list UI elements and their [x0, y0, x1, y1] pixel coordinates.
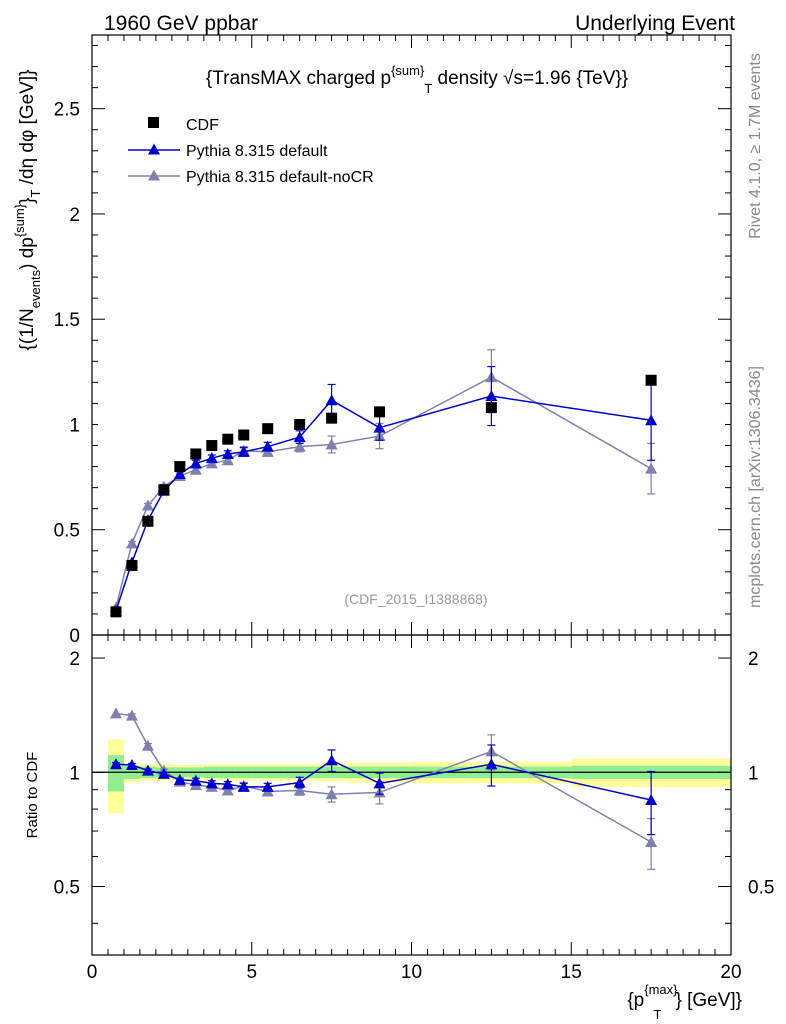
ratio-nocr-point: [293, 784, 306, 796]
main-nocr-point: [141, 499, 154, 511]
ratio-default-point: [221, 778, 234, 790]
ratio-default-point: [645, 794, 658, 806]
main-default-point: [645, 414, 658, 426]
ratio-default-point: [261, 780, 274, 792]
ratio-default-point: [173, 773, 186, 785]
legend: CDF Pythia 8.315 default Pythia 8.315 de…: [128, 117, 374, 186]
ratio-default-point: [373, 777, 386, 789]
ratio-nocr-point: [141, 739, 154, 751]
ratio-nocr-point: [325, 788, 338, 800]
rivet-version-label: Rivet 4.1.0, ≥ 1.7M events: [747, 53, 764, 239]
legend-marker-nocr: [148, 169, 160, 181]
ratio-default-point: [109, 758, 122, 770]
x-tick-label: 20: [720, 962, 741, 983]
ratio-frame: [91, 634, 732, 956]
ratio-default-point: [189, 774, 202, 786]
ratio-default-point: [157, 767, 170, 779]
ratio-panel: 0 5 10 15 20 0.5 0.5 1 1 2 2: [54, 634, 774, 983]
ratio-nocr-point: [125, 709, 138, 721]
cdf-point: [174, 461, 186, 473]
legend-label-default: Pythia 8.315 default: [186, 143, 328, 160]
main-nocr-point: [221, 454, 234, 466]
ratio-y-tick-label-right: 2: [748, 649, 759, 670]
ratio-default-point: [485, 758, 498, 770]
main-default-point: [189, 457, 202, 469]
analysis-id-watermark: (CDF_2015_I1388868): [344, 591, 487, 607]
header-process-label: Underlying Event: [575, 12, 735, 35]
y-tick-label: 2: [69, 205, 80, 226]
x-tick-label: 10: [401, 962, 422, 983]
cdf-point: [374, 406, 386, 418]
cdf-point: [110, 606, 122, 618]
cdf-point: [294, 418, 306, 430]
cdf-point: [262, 423, 274, 435]
main-default-point: [485, 390, 498, 402]
y-tick-label-zero: 0: [69, 626, 80, 647]
y-tick-label: 0.5: [54, 521, 80, 542]
ratio-default-point: [141, 764, 154, 776]
legend-marker-default: [148, 143, 160, 155]
ratio-default-point: [293, 776, 306, 788]
cdf-point: [485, 402, 497, 414]
ratio-y-tick-label: 2: [69, 649, 80, 670]
x-tick-label: 15: [561, 962, 582, 983]
ratio-nocr-point: [645, 836, 658, 848]
main-default-point: [221, 447, 234, 459]
cdf-point: [158, 484, 170, 496]
ratio-nocr-point: [221, 784, 234, 796]
cdf-point: [645, 374, 657, 386]
cdf-point: [126, 560, 138, 572]
ratio-y-tick-label-right: 0.5: [748, 878, 774, 899]
ratio-data-marks: [109, 707, 658, 870]
cdf-point: [206, 440, 218, 452]
ratio-y-axis-label: Ratio to CDF: [24, 752, 41, 839]
y-tick-label: 2.5: [54, 100, 80, 121]
main-default-point: [173, 467, 186, 479]
ratio-y-tick-label-right: 1: [748, 763, 759, 784]
main-default-line: [115, 395, 652, 612]
main-default-point: [205, 452, 218, 464]
main-data-marks: [109, 349, 658, 618]
ratio-default-point: [237, 780, 250, 792]
main-default-point: [325, 394, 338, 406]
ratio-default-point: [205, 777, 218, 789]
main-nocr-point: [189, 463, 202, 475]
cdf-point: [222, 433, 234, 445]
main-nocr-point: [645, 462, 658, 474]
y-tick-label: 1: [69, 415, 80, 436]
ratio-nocr-point: [109, 707, 122, 719]
y-tick-label: 1.5: [54, 310, 80, 331]
main-default-point: [373, 421, 386, 433]
cdf-point: [238, 429, 250, 441]
cdf-point: [326, 412, 338, 424]
legend-marker-cdf: [148, 117, 159, 128]
main-nocr-point: [125, 537, 138, 549]
x-tick-label: 5: [246, 962, 257, 983]
main-y-axis-label: {(1/Nevents) dp{sum}}T /dη dφ [GeV]}: [12, 70, 43, 351]
mcplots-label: mcplots.cern.ch [arXiv:1306.3436]: [747, 366, 764, 608]
main-default-point: [261, 440, 274, 452]
ratio-default-point: [325, 754, 338, 766]
main-default-point: [237, 445, 250, 457]
main-nocr-point: [293, 440, 306, 452]
cdf-point: [142, 515, 154, 527]
cdf-point: [190, 448, 202, 460]
legend-label-cdf: CDF: [186, 117, 219, 134]
main-default-point: [293, 431, 306, 443]
legend-label-nocr: Pythia 8.315 default-noCR: [186, 169, 374, 186]
x-axis-label: {p{max} T} [GeV]}: [627, 982, 742, 1022]
main-nocr-point: [325, 438, 338, 450]
main-title: {TransMAX charged p{sum}T density √s=1.9…: [206, 63, 628, 96]
ratio-default-point: [125, 759, 138, 771]
ratio-y-tick-label: 1: [69, 763, 80, 784]
x-tick-label: 0: [87, 962, 98, 983]
ratio-y-tick-label: 0.5: [54, 878, 80, 899]
header-energy-label: 1960 GeV ppbar: [104, 12, 258, 35]
